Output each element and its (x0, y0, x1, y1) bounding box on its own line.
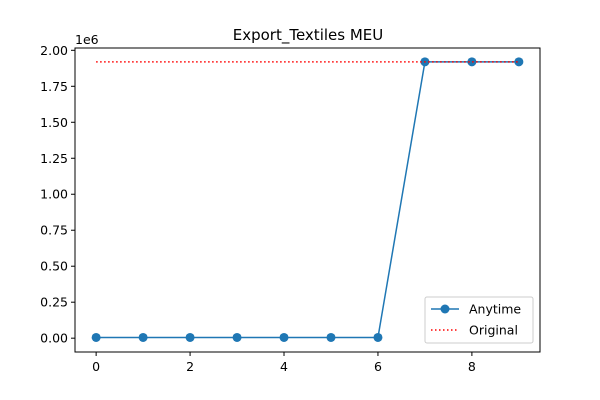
x-tick-label: 0 (92, 359, 100, 374)
data-point-anytime (185, 332, 195, 342)
y-offset-label: 1e6 (75, 32, 99, 47)
data-point-anytime (326, 332, 336, 342)
legend-marker-anytime (440, 304, 450, 314)
y-tick-label: 1.00 (40, 187, 68, 202)
y-tick-label: 1.25 (40, 151, 68, 166)
x-tick-label: 6 (374, 359, 382, 374)
y-tick-label: 0.50 (40, 259, 68, 274)
data-point-anytime (373, 332, 383, 342)
y-tick-label: 0.00 (40, 331, 68, 346)
data-point-anytime (91, 332, 101, 342)
y-tick-label: 1.50 (40, 115, 68, 130)
y-tick-label: 0.75 (40, 223, 68, 238)
plot-area: 0 2 4 6 8 0.00 0.25 0.50 0.75 1.00 1.25 1.50 1.75 2.0… (40, 43, 541, 374)
y-tick-label: 2.00 (40, 43, 68, 58)
data-point-anytime (514, 57, 524, 67)
x-tick-label: 2 (186, 359, 194, 374)
y-tick-label: 1.75 (40, 79, 68, 94)
chart-title: Export_Textiles MEU (233, 26, 383, 45)
data-point-anytime (279, 332, 289, 342)
x-tick-label: 4 (280, 359, 288, 374)
x-tick-label: 8 (468, 359, 476, 374)
data-point-anytime (138, 332, 148, 342)
data-point-anytime (232, 332, 242, 342)
y-tick-label: 0.25 (40, 295, 68, 310)
axes-frame (74, 47, 541, 353)
legend-label-anytime: Anytime (469, 302, 521, 317)
data-point-anytime (467, 57, 477, 67)
legend-label-original: Original (469, 323, 518, 338)
